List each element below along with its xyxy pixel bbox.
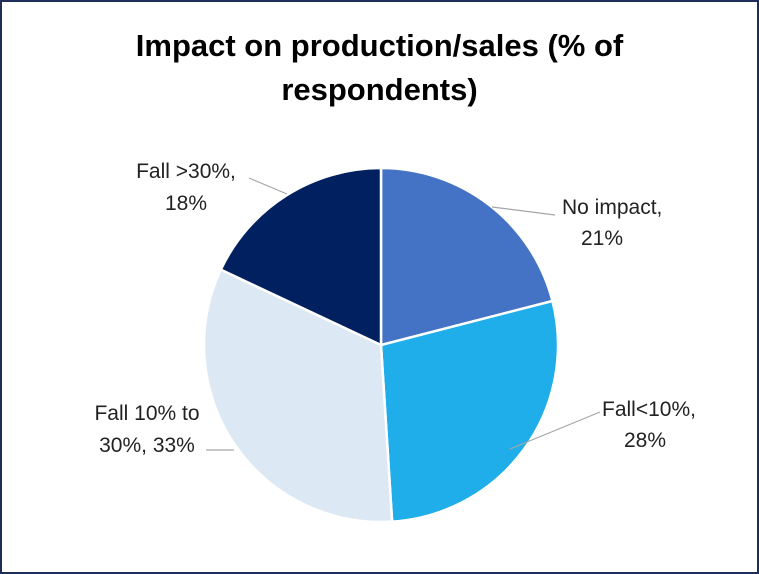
chart-title-line2: respondents) — [281, 72, 478, 107]
leader-line — [248, 177, 288, 195]
leader-line — [491, 206, 556, 216]
data-label: No impact, — [562, 196, 662, 219]
pie-slice — [202, 267, 394, 524]
data-label-value: 18% — [165, 192, 207, 215]
pie-slice — [219, 166, 383, 347]
data-label-value: 30%, 33% — [99, 434, 195, 457]
data-label-value: 21% — [581, 227, 623, 250]
data-label-value: 28% — [624, 429, 666, 452]
leader-line — [509, 411, 601, 450]
pie-slice — [379, 299, 560, 523]
data-label: Fall >30%, — [136, 160, 236, 183]
pie-slice — [379, 166, 554, 347]
data-label: Fall 10% to — [94, 402, 199, 425]
chart-title-line1: Impact on production/sales (% of — [135, 28, 624, 63]
chart-title: Impact on production/sales (% of respond… — [2, 24, 757, 112]
data-label: Fall<10%, — [602, 398, 696, 421]
